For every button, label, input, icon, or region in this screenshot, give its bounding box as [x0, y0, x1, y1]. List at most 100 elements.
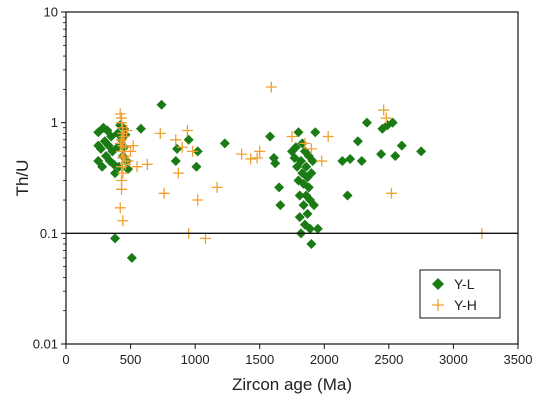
y-h-point — [121, 124, 133, 136]
y-l-point — [305, 223, 316, 234]
legend: Y-L Y-H — [419, 269, 501, 319]
y-h-point — [251, 152, 263, 164]
y-l-point — [303, 182, 314, 193]
x-tick-label: 0 — [62, 352, 69, 367]
y-h-point — [380, 112, 392, 124]
y-h-point — [192, 194, 204, 206]
y-l-point — [307, 156, 318, 167]
y-l-point — [97, 161, 108, 172]
y-h-point — [299, 137, 311, 149]
y-axis-title: Th/U — [13, 160, 32, 197]
series-y-h-points — [114, 81, 488, 244]
x-tick-label: 1000 — [181, 352, 210, 367]
legend-box — [419, 269, 501, 319]
y-l-point — [294, 212, 305, 223]
y-l-point — [126, 252, 137, 263]
y-l-point — [352, 136, 363, 147]
y-l-point — [306, 239, 317, 250]
y-l-point — [387, 117, 398, 128]
y-h-point — [117, 140, 129, 152]
x-tick-label: 3000 — [439, 352, 468, 367]
x-tick-label: 2000 — [310, 352, 339, 367]
y-h-point — [236, 148, 248, 160]
y-l-point — [219, 138, 230, 149]
y-tick-label: 0.1 — [40, 226, 58, 241]
y-l-point — [265, 131, 276, 142]
y-l-point — [183, 134, 194, 145]
legend-label-y-h: Y-H — [454, 297, 477, 313]
y-l-point — [302, 208, 313, 219]
y-l-point — [390, 150, 401, 161]
y-l-point — [170, 156, 181, 167]
y-l-point — [110, 233, 121, 244]
y-l-point — [301, 161, 312, 172]
series-y-l-points — [93, 99, 427, 263]
y-l-point — [345, 153, 356, 164]
y-tick-label: 1 — [51, 115, 58, 130]
y-l-point — [361, 117, 372, 128]
y-h-point — [154, 127, 166, 139]
y-tick-label: 0.01 — [33, 337, 58, 352]
legend-marker-y-l — [432, 278, 444, 290]
y-tick-label: 10 — [44, 5, 58, 20]
y-l-point — [416, 146, 427, 157]
y-l-point — [270, 158, 281, 169]
y-h-point — [141, 158, 153, 170]
x-axis-title: Zircon age (Ma) — [232, 375, 352, 394]
legend-marker-y-h — [432, 299, 444, 311]
y-l-point — [293, 127, 304, 138]
y-h-point — [131, 161, 143, 173]
x-tick-label: 1500 — [245, 352, 274, 367]
y-h-point — [114, 202, 126, 214]
y-l-point — [294, 190, 305, 201]
y-h-point — [378, 104, 390, 116]
y-l-point — [396, 140, 407, 151]
y-h-point — [305, 143, 317, 155]
y-l-point — [376, 149, 387, 160]
x-tick-label: 2500 — [374, 352, 403, 367]
y-h-point — [181, 124, 193, 136]
y-h-point — [158, 187, 170, 199]
y-h-point — [316, 155, 328, 167]
legend-label-y-l: Y-L — [454, 276, 475, 292]
y-l-point — [356, 156, 367, 167]
y-l-point — [308, 200, 319, 211]
y-axis: 0.01 0.1 1 10 — [33, 5, 66, 352]
y-h-point — [265, 81, 277, 93]
y-h-point — [116, 183, 128, 195]
y-h-point — [211, 181, 223, 193]
y-l-point — [298, 200, 309, 211]
y-h-point — [170, 134, 182, 146]
x-axis: 0 500 1000 1500 2000 2500 3000 3500 — [62, 344, 532, 367]
y-l-point — [342, 190, 353, 201]
y-h-point — [322, 130, 334, 142]
y-l-point — [95, 143, 106, 154]
y-l-point — [306, 168, 317, 179]
y-l-point — [296, 156, 307, 167]
y-h-point — [172, 167, 184, 179]
y-h-point — [117, 215, 129, 227]
y-h-point — [125, 145, 137, 157]
y-l-point — [172, 143, 183, 154]
y-l-point — [275, 200, 286, 211]
y-h-point — [127, 140, 139, 152]
y-h-point — [385, 187, 397, 199]
y-h-point — [116, 117, 128, 129]
plot-area — [65, 11, 519, 345]
y-h-point — [199, 232, 211, 244]
y-h-point — [176, 141, 188, 153]
y-h-point — [187, 145, 199, 157]
y-l-point — [290, 142, 301, 153]
y-l-point — [274, 182, 285, 193]
x-tick-label: 3500 — [504, 352, 533, 367]
legend-plus-shape — [432, 299, 444, 311]
y-h-point — [245, 153, 257, 165]
x-tick-label: 500 — [120, 352, 142, 367]
y-h-point — [254, 145, 266, 157]
y-l-point — [191, 161, 202, 172]
y-l-point — [310, 127, 321, 138]
y-l-point — [135, 123, 146, 134]
y-h-point — [286, 130, 298, 142]
y-l-point — [312, 223, 323, 234]
